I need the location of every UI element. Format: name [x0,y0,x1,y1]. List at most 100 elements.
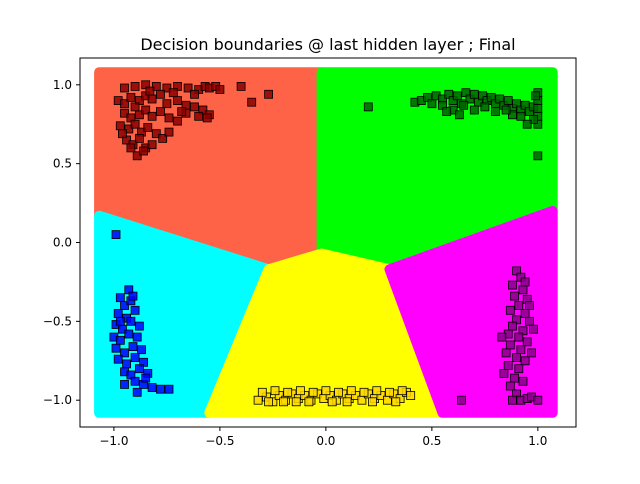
data-point-s3-19 [137,345,146,355]
data-point-s5-16 [522,337,532,347]
data-point-s1-40 [115,121,125,131]
data-point-s1-58 [145,86,155,96]
data-point-s1-21 [147,94,157,104]
data-point-s3-34 [128,291,138,301]
data-point-s1-22 [156,89,165,99]
data-point-s5-36 [529,324,538,334]
data-point-s1-15 [264,89,274,99]
x-axis: −1.0 −0.5 0.0 0.5 1.0 [99,427,547,448]
data-point-s3-32 [164,384,174,394]
data-point-s2-39 [501,105,511,115]
data-point-s1-2 [130,82,140,91]
data-point-s4-45 [391,397,401,407]
data-point-s5-8 [505,305,515,315]
data-point-s4-37 [257,387,267,397]
data-point-s2-40 [491,107,500,116]
data-point-s5-31 [507,395,517,405]
data-point-s4-40 [291,397,301,407]
data-point-s2-14 [469,89,479,99]
data-point-s1-52 [147,140,157,150]
data-point-s2-5 [427,99,437,109]
data-point-s5-26 [518,376,528,386]
data-point-s4-31 [334,387,344,397]
y-tick-label-3: 0.0 [53,236,72,250]
data-point-s1-24 [173,96,182,105]
data-point-s1-57 [130,102,140,112]
data-point-s4-42 [327,397,337,407]
data-point-s5-11 [525,316,534,326]
data-point-s3-22 [130,353,140,363]
data-point-s3-31 [156,384,165,394]
y-tick-label-4: 0.5 [53,157,72,171]
data-point-s4-1 [253,395,263,405]
data-point-s1-46 [158,133,168,143]
data-point-s1-5 [162,83,172,93]
data-point-s1-14 [247,97,257,107]
data-point-s1-29 [120,108,129,118]
data-point-s5-5 [510,291,519,301]
data-point-s4-44 [368,397,377,407]
y-tick-label-2: −0.5 [43,314,72,328]
data-point-s5-20 [512,353,521,363]
data-point-s1-45 [151,129,161,139]
data-point-s5-23 [514,364,524,374]
data-point-s4-30 [346,386,356,396]
data-point-s3-16 [111,343,121,353]
data-point-s3-17 [120,348,129,358]
x-tick-label-4: 0.5 [422,434,441,448]
data-point-s1-13 [236,82,246,91]
data-point-s3-2 [115,293,125,303]
chart-title: Decision boundaries @ last hidden layer … [140,35,515,54]
data-point-s1-7 [183,83,193,93]
data-point-s5-7 [514,301,524,311]
data-point-s1-54 [139,146,149,156]
data-point-s5-25 [510,373,519,383]
data-point-s4-39 [279,397,288,407]
data-point-s4-36 [270,386,280,396]
data-point-s2-10 [452,91,462,101]
data-point-s1-61 [177,107,187,116]
data-point-s1-33 [147,111,157,121]
data-point-s2-43 [459,100,469,110]
data-point-s2-42 [469,105,479,115]
data-point-s5-27 [505,381,515,391]
x-tick-label-1: −1.0 [99,434,128,448]
data-point-s3-11 [134,321,144,331]
data-point-s1-1 [120,83,129,93]
data-point-s4-34 [295,386,305,396]
data-point-s1-41 [124,124,134,134]
data-point-s1-26 [190,102,199,112]
data-point-s2-1 [363,102,373,112]
data-point-s3-35 [115,316,125,326]
data-point-s4-29 [359,387,369,397]
data-point-s2-34 [531,91,541,101]
data-point-s5-37 [527,348,536,358]
data-point-s5-19 [501,348,511,358]
data-point-s3-20 [113,354,123,364]
data-point-s5-15 [514,332,524,342]
data-point-s2-48 [533,151,543,161]
data-point-s1-47 [164,127,174,137]
data-point-s4-25 [406,391,416,400]
data-point-s4-26 [397,386,407,396]
data-point-s5-34 [457,395,466,405]
data-point-s2-41 [480,102,490,112]
data-point-s1-50 [134,133,144,143]
y-axis: −1.0 −0.5 0.0 0.5 1.0 [43,78,80,407]
data-point-s3-38 [120,379,129,389]
x-tick-label-5: 1.0 [528,434,547,448]
data-point-s2-35 [529,115,538,124]
data-point-s1-23 [162,99,172,109]
data-point-s3-30 [147,383,157,393]
data-point-s2-37 [516,111,526,121]
data-point-s3-15 [132,332,142,342]
x-tick-label-2: −0.5 [205,434,234,448]
data-point-s3-10 [126,316,136,326]
data-point-s3-21 [122,359,131,369]
data-point-s1-56 [118,129,127,139]
data-point-s3-14 [124,329,134,339]
data-point-s3-13 [115,335,125,345]
data-point-s1-18 [126,93,136,102]
